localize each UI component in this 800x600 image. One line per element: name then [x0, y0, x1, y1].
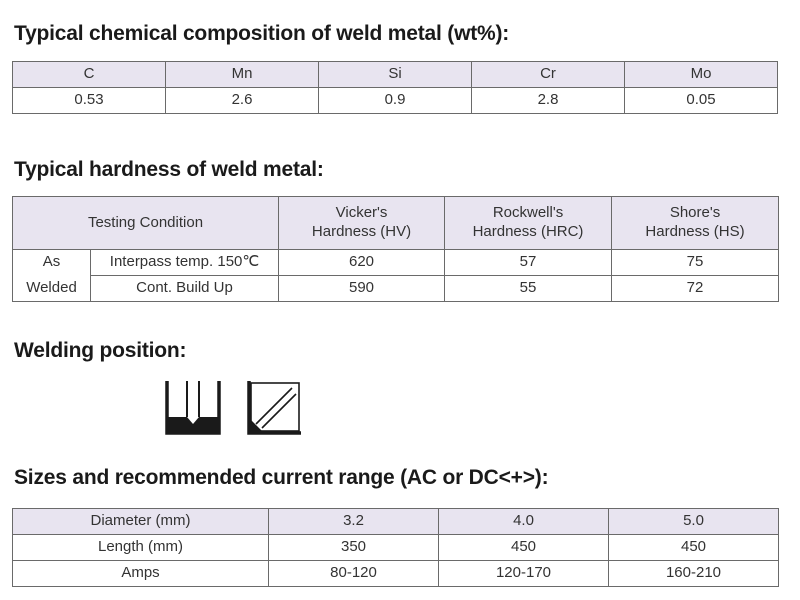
horizontal-position-icon: [247, 381, 301, 435]
flat-position-icon: [165, 381, 221, 435]
hardness-title: Typical hardness of weld metal:: [14, 158, 324, 181]
vickers-header: Vicker's Hardness (HV): [278, 196, 446, 250]
element-header: Mo: [624, 61, 778, 88]
vickers-header-line1: Vicker's: [335, 204, 388, 222]
rockwell-header-line1: Rockwell's: [492, 204, 564, 222]
length-label: Length (mm): [12, 534, 269, 561]
welded-label: Welded: [12, 275, 91, 302]
composition-title: Typical chemical composition of weld met…: [14, 22, 510, 45]
table-row: As Interpass temp. 150℃ 620 57 75: [12, 249, 780, 276]
hardness-header-row: Testing Condition Vicker's Hardness (HV)…: [11, 196, 780, 250]
hrc-value: 55: [444, 275, 613, 302]
sizes-title: Sizes and recommended current range (AC …: [14, 466, 549, 489]
element-value: 2.8: [471, 87, 625, 114]
rockwell-header: Rockwell's Hardness (HRC): [444, 196, 613, 250]
hv-value: 590: [278, 275, 446, 302]
table-row: Welded Cont. Build Up 590 55 72: [12, 275, 780, 302]
vickers-header-line2: Hardness (HV): [311, 223, 412, 240]
amps-value: 80-120: [268, 560, 439, 587]
shore-header-line1: Shore's: [669, 204, 721, 222]
as-label: As: [12, 249, 91, 276]
hrc-value: 57: [444, 249, 613, 276]
composition-value-row: 0.53 2.6 0.9 2.8 0.05: [12, 87, 778, 114]
diameter-label: Diameter (mm): [12, 508, 269, 535]
diameter-value: 3.2: [268, 508, 439, 535]
amps-label: Amps: [12, 560, 269, 587]
element-header: C: [12, 61, 166, 88]
amps-row: Amps 80-120 120-170 160-210: [12, 560, 779, 587]
diameter-row: Diameter (mm) 3.2 4.0 5.0: [12, 508, 779, 535]
composition-header-row: C Mn Si Cr Mo: [12, 61, 778, 88]
condition-cell: Cont. Build Up: [89, 275, 280, 302]
shore-header-line2: Hardness (HS): [645, 223, 745, 240]
hs-value: 75: [611, 249, 780, 276]
element-value: 0.05: [624, 87, 778, 114]
rockwell-header-line2: Hardness (HRC): [472, 223, 584, 240]
diameter-value: 5.0: [608, 508, 779, 535]
testing-condition-header: Testing Condition: [11, 196, 280, 250]
sizes-table: Diameter (mm) 3.2 4.0 5.0 Length (mm) 35…: [12, 508, 779, 587]
amps-value: 120-170: [438, 560, 609, 587]
amps-value: 160-210: [608, 560, 779, 587]
composition-table: C Mn Si Cr Mo 0.53 2.6 0.9 2.8 0.05: [12, 61, 778, 114]
length-value: 350: [268, 534, 439, 561]
length-value: 450: [608, 534, 779, 561]
length-row: Length (mm) 350 450 450: [12, 534, 779, 561]
hs-value: 72: [611, 275, 780, 302]
element-header: Mn: [165, 61, 319, 88]
element-header: Cr: [471, 61, 625, 88]
length-value: 450: [438, 534, 609, 561]
welding-position-title: Welding position:: [14, 339, 187, 362]
diameter-value: 4.0: [438, 508, 609, 535]
condition-cell: Interpass temp. 150℃: [89, 249, 280, 276]
element-header: Si: [318, 61, 472, 88]
element-value: 0.53: [12, 87, 166, 114]
shore-header: Shore's Hardness (HS): [611, 196, 780, 250]
element-value: 2.6: [165, 87, 319, 114]
element-value: 0.9: [318, 87, 472, 114]
hv-value: 620: [278, 249, 446, 276]
hardness-table: Testing Condition Vicker's Hardness (HV)…: [11, 196, 780, 302]
